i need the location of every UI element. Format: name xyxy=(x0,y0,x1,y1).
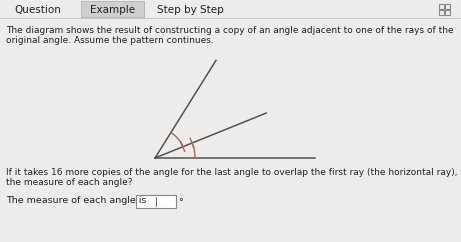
FancyBboxPatch shape xyxy=(81,1,144,17)
FancyBboxPatch shape xyxy=(151,1,229,17)
FancyBboxPatch shape xyxy=(136,195,176,208)
Text: original angle. Assume the pattern continues.: original angle. Assume the pattern conti… xyxy=(6,36,214,45)
Text: The diagram shows the result of constructing a copy of an angle adjacent to one : The diagram shows the result of construc… xyxy=(6,26,454,35)
Text: Question: Question xyxy=(14,5,61,15)
Text: °: ° xyxy=(178,198,183,207)
Bar xyxy=(439,10,444,15)
Text: If it takes 16 more copies of the angle for the last angle to overlap the first : If it takes 16 more copies of the angle … xyxy=(6,168,461,177)
Bar xyxy=(445,10,450,15)
Bar xyxy=(445,4,450,9)
Text: Example: Example xyxy=(90,5,135,15)
FancyBboxPatch shape xyxy=(1,1,74,17)
Bar xyxy=(439,4,444,9)
Text: The measure of each angle is: The measure of each angle is xyxy=(6,196,147,205)
Text: the measure of each angle?: the measure of each angle? xyxy=(6,178,132,187)
Text: Step by Step: Step by Step xyxy=(157,5,224,15)
